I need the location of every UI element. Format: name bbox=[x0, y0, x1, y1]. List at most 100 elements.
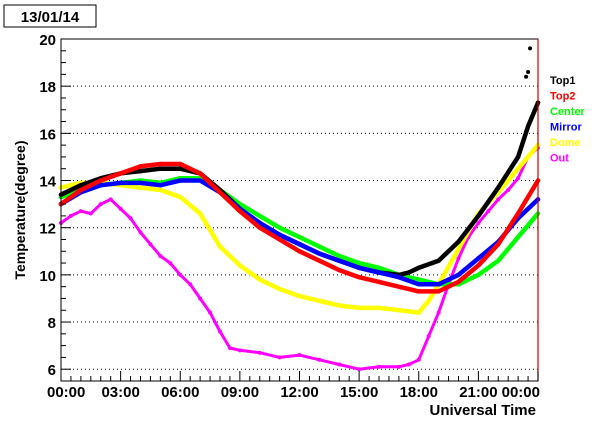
data-point-dome bbox=[197, 211, 203, 216]
data-point-dome bbox=[337, 303, 342, 308]
outlier-point-top1 bbox=[524, 74, 529, 79]
data-point-dome bbox=[158, 187, 163, 193]
data-point-top2 bbox=[396, 284, 402, 289]
x-tick-label: 00:00 bbox=[47, 384, 85, 401]
data-point-out bbox=[476, 220, 481, 225]
series-dome bbox=[58, 142, 541, 315]
data-point-top2 bbox=[436, 289, 441, 294]
data-point-top1 bbox=[456, 239, 461, 245]
x-tick-label: 09:00 bbox=[221, 384, 259, 401]
data-point-mirror bbox=[317, 251, 322, 256]
legend-entry-out: Out bbox=[550, 153, 569, 165]
data-point-mirror bbox=[396, 275, 402, 280]
y-tick-label: 8 bbox=[48, 315, 56, 332]
data-point-top1 bbox=[476, 213, 481, 219]
data-point-mirror bbox=[297, 242, 302, 247]
data-point-out bbox=[198, 296, 203, 301]
grid-lines bbox=[61, 38, 538, 370]
data-point-top2 bbox=[277, 237, 282, 242]
data-point-top1 bbox=[158, 166, 163, 171]
data-point-dome bbox=[257, 277, 262, 282]
data-point-out bbox=[218, 329, 222, 334]
legend: Top1 Top2 Center Mirror Dome Out bbox=[550, 75, 586, 165]
data-point-top1 bbox=[525, 124, 531, 129]
data-point-dome bbox=[376, 305, 382, 311]
data-point-out bbox=[337, 362, 342, 367]
data-point-mirror bbox=[138, 180, 143, 186]
data-point-top2 bbox=[178, 161, 183, 167]
data-point-mirror bbox=[476, 256, 481, 261]
x-tick-label: 06:00 bbox=[161, 384, 199, 401]
data-point-mirror bbox=[416, 282, 421, 287]
data-point-mirror bbox=[98, 183, 103, 188]
data-point-mirror bbox=[158, 183, 163, 188]
data-point-top1 bbox=[406, 270, 412, 275]
data-point-out bbox=[456, 256, 461, 261]
y-tick-label: 14 bbox=[39, 174, 56, 191]
legend-entry-dome: Dome bbox=[550, 137, 581, 149]
data-point-out bbox=[118, 206, 123, 211]
data-point-dome bbox=[515, 166, 521, 171]
x-tick-label: 15:00 bbox=[340, 384, 378, 401]
title-box-border bbox=[3, 4, 97, 28]
axes: 6 8 10 12 14 16 18 20 00:00 03:00 06:00 09:00 12:00 1… bbox=[39, 32, 540, 401]
data-point-dome bbox=[317, 298, 322, 304]
data-point-out bbox=[426, 334, 431, 339]
data-point-mirror bbox=[178, 178, 183, 183]
outlier-point-top1 bbox=[526, 70, 531, 75]
data-point-out bbox=[406, 362, 411, 367]
x-tick-label: 21:00 bbox=[459, 384, 497, 401]
data-point-center bbox=[356, 260, 362, 266]
y-tick-label: 18 bbox=[39, 79, 56, 96]
data-point-out bbox=[377, 364, 381, 369]
data-point-center bbox=[337, 253, 342, 259]
data-point-out bbox=[108, 197, 113, 202]
data-point-center bbox=[376, 265, 382, 270]
data-point-top2 bbox=[376, 279, 382, 285]
y-tick-label: 6 bbox=[48, 362, 56, 379]
data-point-center bbox=[277, 225, 282, 230]
data-point-top2 bbox=[337, 267, 342, 273]
data-point-top2 bbox=[456, 279, 461, 285]
title-box: 13/01/14 bbox=[3, 4, 97, 28]
data-point-dome bbox=[396, 308, 402, 313]
data-point-out bbox=[128, 216, 133, 221]
legend-entry-mirror: Mirror bbox=[550, 122, 583, 134]
data-point-out bbox=[148, 242, 153, 247]
data-point-top2 bbox=[118, 171, 123, 176]
data-point-center bbox=[317, 244, 322, 249]
outlier-point-top1 bbox=[528, 46, 533, 51]
data-point-out bbox=[98, 202, 103, 207]
data-point-mirror bbox=[436, 282, 441, 287]
y-axis-label: Temperature(degree) bbox=[12, 140, 28, 279]
data-point-center bbox=[257, 213, 262, 219]
x-tick-label: 18:00 bbox=[400, 384, 438, 401]
data-point-center bbox=[297, 234, 302, 240]
data-point-top2 bbox=[496, 242, 501, 247]
chart-title: 13/01/14 bbox=[21, 9, 80, 26]
data-point-top1 bbox=[138, 168, 143, 174]
data-point-out bbox=[416, 357, 421, 362]
data-point-top2 bbox=[317, 258, 322, 263]
plot-area bbox=[58, 46, 541, 372]
data-point-out bbox=[68, 213, 73, 218]
data-point-top2 bbox=[98, 178, 103, 183]
data-point-center bbox=[515, 234, 521, 240]
x-tick-label: 12:00 bbox=[280, 384, 318, 401]
legend-entry-top1: Top1 bbox=[550, 75, 575, 87]
data-point-center bbox=[476, 272, 481, 278]
data-point-out bbox=[237, 348, 242, 353]
data-point-mirror bbox=[356, 265, 362, 270]
data-point-out bbox=[436, 310, 441, 315]
data-point-out bbox=[227, 345, 232, 350]
data-point-out bbox=[138, 230, 143, 235]
data-point-mirror bbox=[277, 232, 282, 237]
y-tick-label: 12 bbox=[39, 221, 56, 238]
data-point-dome bbox=[297, 293, 302, 299]
data-point-top2 bbox=[217, 190, 223, 195]
data-point-out bbox=[516, 176, 521, 181]
data-point-out bbox=[506, 187, 511, 192]
series-top2 bbox=[58, 161, 541, 294]
data-point-dome bbox=[217, 244, 223, 249]
